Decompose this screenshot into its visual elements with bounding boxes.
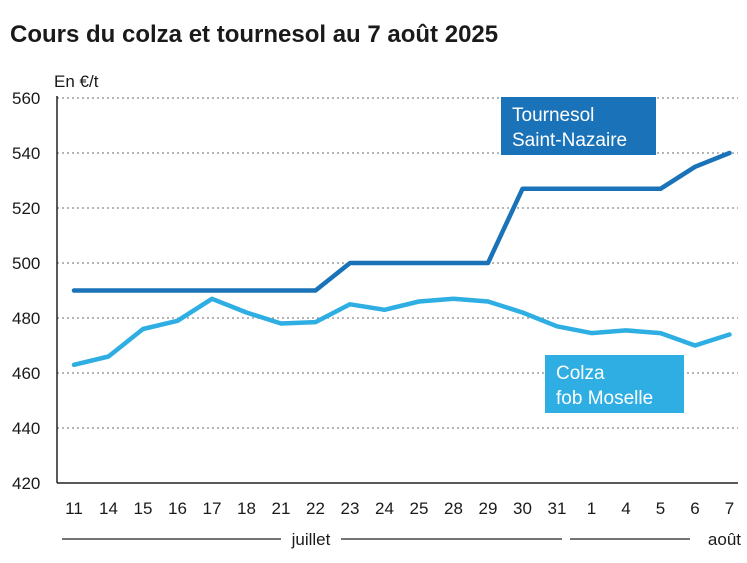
x-tick-label: 16 bbox=[168, 499, 187, 518]
y-tick-label: 540 bbox=[12, 144, 40, 163]
x-tick-label: 23 bbox=[341, 499, 360, 518]
y-tick-label: 460 bbox=[12, 364, 40, 383]
x-tick-label: 7 bbox=[725, 499, 734, 518]
series-line-colza bbox=[71, 296, 732, 368]
y-tick-label: 480 bbox=[12, 309, 40, 328]
series-line-tournesol bbox=[71, 150, 732, 293]
y-tick-label: 500 bbox=[12, 254, 40, 273]
x-tick-label: 29 bbox=[479, 499, 498, 518]
x-tick-label: 21 bbox=[272, 499, 291, 518]
x-tick-label: 28 bbox=[444, 499, 463, 518]
series-label-text: Tournesol bbox=[512, 105, 594, 126]
month-label: juillet bbox=[291, 530, 331, 549]
x-tick-label: 24 bbox=[375, 499, 394, 518]
chart-title: Cours du colza et tournesol au 7 août 20… bbox=[10, 21, 498, 48]
x-tick-label: 14 bbox=[99, 499, 118, 518]
x-tick-label: 4 bbox=[621, 499, 630, 518]
x-tick-label: 30 bbox=[513, 499, 532, 518]
series-label-layer: Tournesol Saint-Nazaire Colza fob Moselle bbox=[501, 97, 684, 413]
y-tick-label: 520 bbox=[12, 199, 40, 218]
x-tick-label: 1 bbox=[587, 499, 596, 518]
month-label: août bbox=[708, 530, 741, 549]
x-tick-label: 15 bbox=[134, 499, 153, 518]
y-tick-label: 420 bbox=[12, 474, 40, 493]
x-tick-label: 5 bbox=[656, 499, 665, 518]
series-label-box bbox=[545, 355, 684, 413]
x-tick-label: 11 bbox=[65, 499, 83, 518]
series-label-text: fob Moselle bbox=[556, 388, 653, 409]
x-tick-label: 31 bbox=[548, 499, 567, 518]
y-tick-label: 560 bbox=[12, 89, 40, 108]
series-label-box bbox=[501, 97, 656, 155]
x-tick-label: 22 bbox=[306, 499, 325, 518]
x-tick-label: 18 bbox=[237, 499, 256, 518]
y-axis-label: En €/t bbox=[54, 72, 99, 91]
x-tick-label: 17 bbox=[203, 499, 222, 518]
x-tick-label: 6 bbox=[690, 499, 699, 518]
y-tick-label: 440 bbox=[12, 419, 40, 438]
series-layer bbox=[71, 150, 732, 368]
series-label-text: Saint-Nazaire bbox=[512, 130, 627, 151]
x-tick-label: 25 bbox=[410, 499, 429, 518]
series-label-text: Colza bbox=[556, 363, 605, 384]
